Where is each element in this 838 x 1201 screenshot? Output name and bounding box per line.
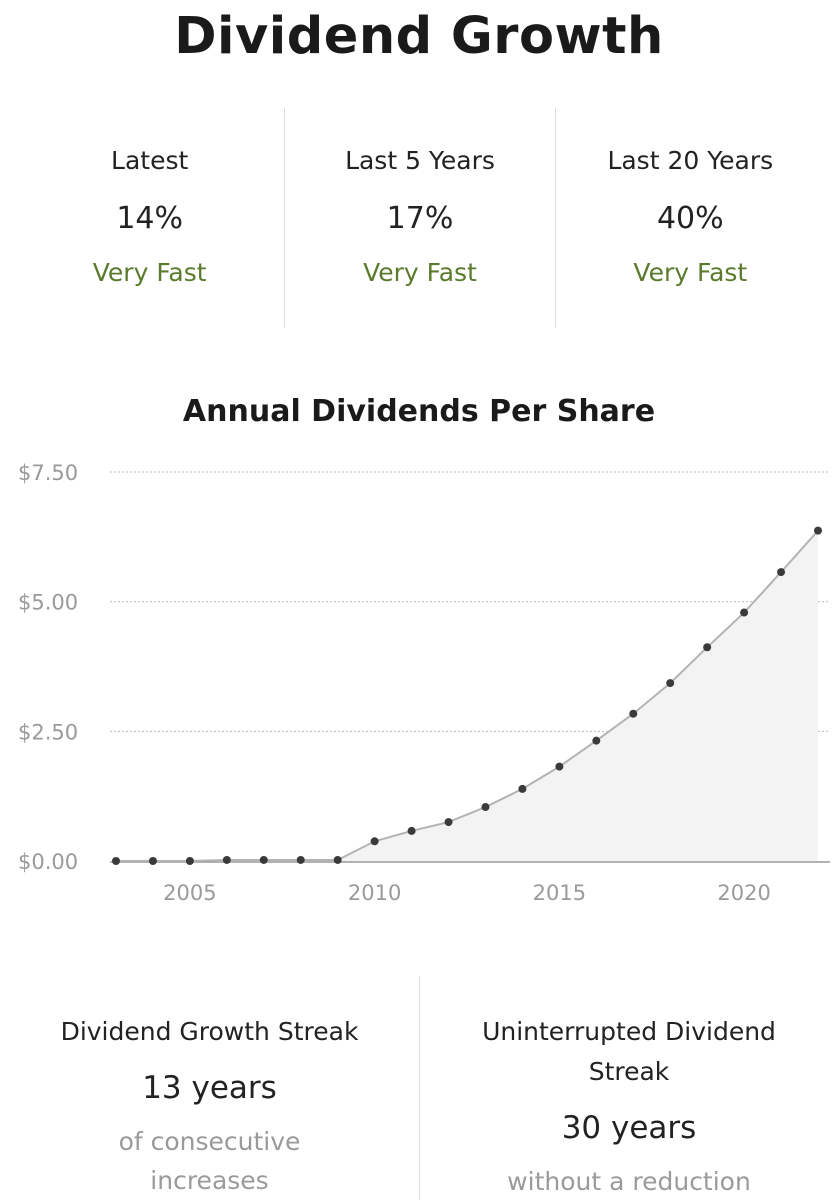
data-point — [407, 826, 416, 835]
stat-value: 40% — [656, 201, 724, 236]
data-point — [259, 855, 268, 864]
stat-last-20-years: Last 20 Years 40% Very Fast — [554, 108, 825, 328]
y-tick-label: $0.00 — [18, 850, 78, 874]
x-tick-label: 2020 — [717, 881, 770, 905]
chart-title: Annual Dividends Per Share — [182, 394, 656, 429]
page-title: Dividend Growth — [174, 7, 664, 66]
stat-rating: Very Fast — [633, 258, 748, 287]
streak-subtext: without a reduction — [507, 1167, 751, 1196]
stat-rating: Very Fast — [363, 258, 477, 287]
data-point — [185, 857, 194, 865]
data-point — [666, 679, 675, 688]
data-point — [222, 855, 231, 864]
stat-label: Last 5 Years — [345, 146, 495, 175]
data-point — [481, 803, 490, 812]
stat-label: Latest — [111, 146, 189, 175]
data-point — [629, 709, 638, 718]
growth-stats-row: Latest 14% Very Fast Last 5 Years 17% Ve… — [15, 108, 825, 328]
streak-growth: Dividend Growth Streak 13 years of conse… — [0, 976, 419, 1200]
stat-value: 14% — [116, 201, 183, 236]
series-line — [116, 529, 819, 862]
data-point — [814, 526, 822, 535]
data-point — [370, 837, 379, 846]
data-point — [296, 855, 305, 864]
dividends-chart: $0.00 $2.50 $5.00 $7.50 2005 2010 2015 2020 — [18, 461, 830, 905]
y-tick-label: $5.00 — [18, 591, 78, 615]
data-point — [148, 857, 157, 865]
x-tick-label: 2015 — [533, 881, 586, 905]
data-point — [444, 818, 453, 827]
series-area — [116, 530, 818, 861]
streak-uninterrupted: Uninterrupted Dividend Streak 30 years w… — [419, 976, 838, 1200]
stat-latest: Latest 14% Very Fast — [15, 108, 284, 328]
x-tick-label: 2005 — [163, 881, 216, 905]
x-tick-label: 2010 — [348, 881, 401, 905]
data-point — [703, 643, 712, 652]
data-point — [518, 784, 527, 793]
stat-label: Last 20 Years — [607, 146, 774, 175]
streaks-row: Dividend Growth Streak 13 years of conse… — [0, 976, 838, 1200]
data-point — [592, 736, 601, 745]
data-point — [555, 762, 564, 771]
y-tick-label: $7.50 — [18, 461, 78, 485]
streak-value: 30 years — [561, 1110, 697, 1146]
streak-label: Dividend Growth Streak — [60, 1017, 359, 1046]
stat-last-5-years: Last 5 Years 17% Very Fast — [284, 108, 554, 328]
streak-label: Uninterrupted Dividend Streak — [482, 1017, 776, 1086]
streak-value: 13 years — [142, 1070, 277, 1106]
data-point — [740, 608, 749, 617]
data-point — [333, 855, 342, 864]
data-point — [112, 857, 120, 865]
data-point — [777, 568, 786, 577]
stat-value: 17% — [386, 201, 454, 236]
y-tick-label: $2.50 — [18, 720, 78, 744]
streak-subtext: of consecutive increases — [118, 1127, 301, 1195]
stat-rating: Very Fast — [92, 258, 207, 287]
